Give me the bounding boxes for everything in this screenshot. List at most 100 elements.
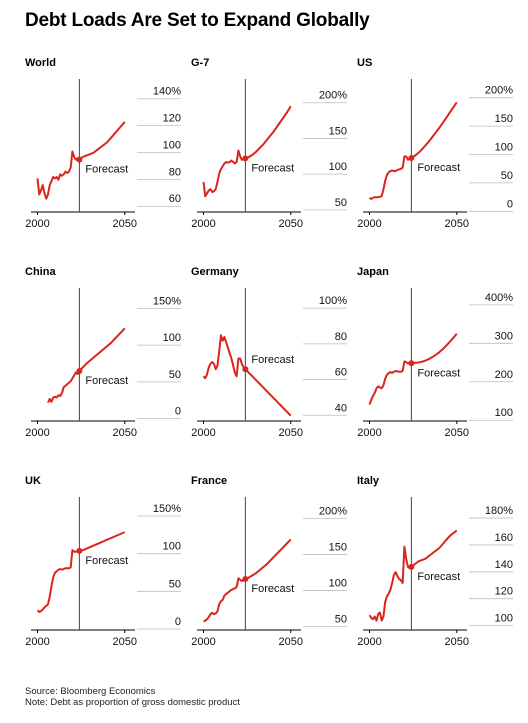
panel-chart: 180% 160 140 120 100 2000 2050 Forecast (357, 497, 513, 648)
y-tick-label: 120 (163, 113, 181, 125)
forecast-start-marker (76, 547, 83, 554)
source-text: Source: Bloomberg Economics (25, 686, 156, 697)
y-tick-label: 150% (153, 503, 181, 515)
x-tick-label: 2050 (445, 427, 469, 439)
panel-title: China (25, 266, 56, 278)
forecast-label: Forecast (417, 367, 460, 379)
x-tick-label: 2000 (191, 218, 215, 230)
y-tick-label: 60 (169, 193, 181, 205)
panel-chart: 140% 120 100 80 60 2000 2050 Forecast (25, 79, 181, 230)
panel-chart: 200% 150 100 50 0 2000 2050 Forecast (357, 79, 513, 230)
y-tick-label: 150% (153, 295, 181, 307)
panel-chart: 400% 300 200 100 2000 2050 Forecast (357, 288, 513, 439)
forecast-label: Forecast (251, 583, 294, 595)
x-tick-label: 2000 (357, 427, 381, 439)
x-tick-label: 2000 (191, 427, 215, 439)
forecast-label: Forecast (417, 162, 460, 174)
panel-world: World 140% 120 100 80 60 2000 2050 Forecast (25, 57, 191, 257)
y-tick-label: 80 (335, 331, 347, 343)
y-tick-label: 0 (507, 198, 513, 210)
y-tick-label: 100 (329, 577, 347, 589)
series-line (36, 531, 126, 613)
forecast-label: Forecast (251, 354, 294, 366)
y-tick-label: 100 (495, 613, 513, 625)
x-tick-label: 2000 (25, 427, 49, 439)
series-line (368, 529, 458, 622)
y-tick-label: 140 (495, 559, 513, 571)
y-tick-label: 50 (335, 197, 347, 209)
panel-chart: 200% 150 100 50 2000 2050 Forecast (191, 497, 347, 648)
panel-china: China 150% 100 50 0 2000 2050 Forecast (25, 266, 191, 466)
forecast-label: Forecast (85, 164, 128, 176)
x-tick-label: 2000 (357, 218, 381, 230)
x-tick-label: 2000 (25, 218, 49, 230)
panel-germany: Germany 100% 80 60 40 2000 2050 Forecast (191, 266, 357, 466)
x-tick-label: 2050 (445, 218, 469, 230)
panel-us: US 200% 150 100 50 0 2000 2050 Forecast (357, 57, 523, 257)
forecast-start-marker (242, 155, 249, 162)
x-tick-label: 2000 (25, 636, 49, 648)
forecast-start-marker (242, 575, 249, 582)
panel-title: France (191, 475, 228, 487)
y-tick-label: 100 (163, 332, 181, 344)
forecast-start-marker (408, 155, 415, 162)
y-tick-label: 60 (335, 367, 347, 379)
panel-title: US (357, 57, 373, 69)
forecast-start-marker (76, 156, 83, 163)
panel-title: Japan (357, 266, 389, 278)
x-tick-label: 2050 (279, 218, 303, 230)
y-tick-label: 80 (169, 166, 181, 178)
forecast-label: Forecast (85, 555, 128, 567)
y-tick-label: 150 (495, 113, 513, 125)
forecast-start-marker (408, 360, 415, 367)
panel-france: France 200% 150 100 50 2000 2050 Forecast (191, 475, 357, 675)
y-tick-label: 150 (329, 125, 347, 137)
panel-title: World (25, 57, 56, 69)
y-tick-label: 100 (329, 161, 347, 173)
y-tick-label: 200% (319, 90, 347, 102)
y-tick-label: 100 (163, 139, 181, 151)
forecast-label: Forecast (417, 571, 460, 583)
y-tick-label: 200 (495, 369, 513, 381)
x-tick-label: 2050 (445, 636, 469, 648)
y-tick-label: 150 (329, 542, 347, 554)
forecast-label: Forecast (251, 162, 294, 174)
y-tick-label: 0 (175, 616, 181, 628)
x-tick-label: 2000 (357, 636, 381, 648)
panel-uk: UK 150% 100 50 0 2000 2050 Forecast (25, 475, 191, 675)
y-tick-label: 400% (485, 292, 513, 304)
panel-g-7: G-7 200% 150 100 50 2000 2050 Forecast (191, 57, 357, 257)
panel-japan: Japan 400% 300 200 100 2000 2050 Forecast (357, 266, 523, 466)
y-tick-label: 50 (501, 170, 513, 182)
y-tick-label: 40 (335, 402, 347, 414)
series-line (36, 121, 126, 200)
series-line (203, 538, 292, 623)
y-tick-label: 160 (495, 532, 513, 544)
series-line (202, 105, 292, 198)
y-tick-label: 50 (169, 369, 181, 381)
panel-italy: Italy 180% 160 140 120 100 2000 2050 Forecast (357, 475, 523, 675)
x-tick-label: 2050 (113, 218, 137, 230)
series-line (47, 327, 126, 404)
y-tick-label: 100 (163, 541, 181, 553)
x-tick-label: 2050 (113, 427, 137, 439)
footnotes: Source: Bloomberg Economics Note: Debt a… (25, 686, 240, 708)
y-tick-label: 300 (495, 330, 513, 342)
y-tick-label: 120 (495, 586, 513, 598)
series-line (368, 333, 458, 405)
series-line (202, 334, 292, 417)
panel-title: Germany (191, 266, 239, 278)
y-tick-label: 140% (153, 86, 181, 98)
panel-chart: 150% 100 50 0 2000 2050 Forecast (25, 497, 181, 648)
y-tick-label: 200% (485, 85, 513, 97)
y-tick-label: 50 (169, 578, 181, 590)
forecast-label: Forecast (85, 375, 128, 387)
y-tick-label: 180% (485, 505, 513, 517)
panel-title: G-7 (191, 57, 210, 69)
panel-chart: 150% 100 50 0 2000 2050 Forecast (25, 288, 181, 439)
panel-title: UK (25, 475, 41, 487)
note-text: Note: Debt as proportion of gross domest… (25, 697, 240, 708)
y-tick-label: 100 (495, 407, 513, 419)
series-line (368, 101, 458, 200)
chart-title: Debt Loads Are Set to Expand Globally (25, 10, 370, 31)
